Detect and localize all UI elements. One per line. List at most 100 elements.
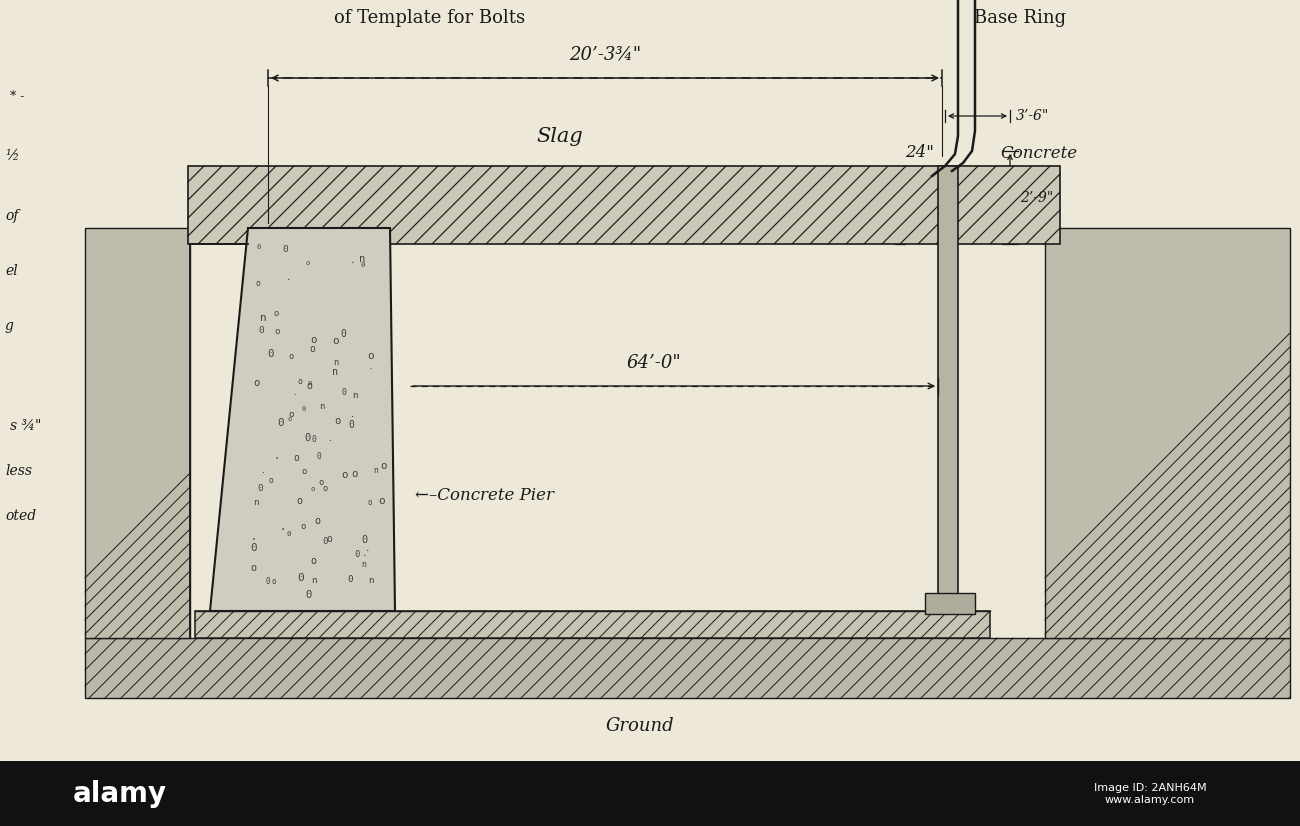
Text: 0: 0: [341, 329, 346, 339]
Text: 0: 0: [360, 262, 365, 268]
Text: 0: 0: [322, 537, 328, 546]
Text: n: n: [260, 313, 266, 323]
Text: n: n: [368, 576, 374, 585]
Bar: [188, 166, 1060, 244]
Text: of Template for Bolts: of Template for Bolts: [334, 9, 525, 27]
Text: 0: 0: [259, 326, 264, 335]
Text: o: o: [294, 453, 299, 463]
Text: o: o: [256, 278, 261, 287]
Text: o: o: [306, 381, 312, 391]
Text: el: el: [5, 264, 18, 278]
Text: .: .: [361, 549, 367, 558]
Text: * -: * -: [10, 89, 25, 102]
Text: o: o: [274, 327, 280, 336]
Text: n: n: [359, 254, 365, 264]
Text: o: o: [367, 351, 373, 361]
Text: 0: 0: [355, 550, 360, 559]
Text: o: o: [254, 378, 260, 388]
Text: o: o: [367, 498, 372, 506]
Text: n: n: [373, 467, 378, 476]
Text: o: o: [287, 415, 291, 422]
Text: o: o: [298, 377, 303, 386]
Text: .: .: [273, 451, 280, 462]
Text: o: o: [272, 577, 277, 586]
Polygon shape: [211, 228, 395, 611]
Text: o: o: [289, 411, 294, 419]
Text: o: o: [333, 336, 339, 346]
Text: o: o: [296, 496, 302, 506]
Text: 24": 24": [905, 144, 933, 161]
Text: 0: 0: [347, 575, 352, 584]
Text: o: o: [306, 260, 309, 266]
Text: .: .: [292, 390, 296, 396]
Text: .: .: [250, 532, 256, 542]
Text: n: n: [254, 498, 259, 507]
Text: oted: oted: [5, 509, 36, 523]
Bar: [0, 761, 1300, 826]
Text: o: o: [311, 487, 316, 492]
Text: n: n: [361, 560, 365, 569]
Text: 0: 0: [361, 535, 368, 545]
Bar: [195, 611, 991, 638]
Text: .: .: [260, 466, 265, 474]
Text: 0: 0: [277, 418, 283, 428]
Text: 0: 0: [306, 591, 312, 601]
Text: 0: 0: [266, 349, 273, 359]
Text: of: of: [5, 209, 18, 223]
Text: o: o: [322, 484, 328, 493]
Bar: [84, 228, 190, 638]
Text: less: less: [5, 464, 32, 478]
Text: 0: 0: [317, 453, 321, 462]
Text: 0: 0: [282, 245, 289, 254]
Text: 0: 0: [302, 406, 307, 412]
Text: o: o: [318, 477, 324, 487]
Text: Concrete: Concrete: [1000, 145, 1078, 163]
Text: o: o: [311, 335, 317, 345]
Text: o: o: [380, 461, 386, 471]
Text: n: n: [333, 368, 338, 377]
Text: o: o: [289, 353, 294, 362]
Text: o: o: [351, 468, 358, 479]
Text: n: n: [333, 358, 338, 367]
Text: Image ID: 2ANH64M
www.alamy.com: Image ID: 2ANH64M www.alamy.com: [1093, 783, 1206, 805]
Text: o: o: [326, 534, 332, 544]
Text: 0: 0: [286, 531, 291, 537]
Text: .: .: [365, 544, 370, 553]
Text: 0: 0: [257, 484, 263, 493]
Text: 0: 0: [348, 420, 354, 430]
Text: o: o: [302, 467, 307, 476]
Text: 0: 0: [251, 543, 257, 553]
Text: o: o: [378, 496, 385, 506]
Text: o: o: [311, 556, 317, 566]
Text: Base Ring: Base Ring: [974, 9, 1066, 27]
Text: o: o: [268, 477, 273, 485]
Text: s ¾": s ¾": [10, 419, 42, 433]
Text: ½: ½: [5, 149, 18, 163]
Text: .: .: [280, 523, 286, 533]
Text: 0: 0: [256, 244, 260, 249]
Text: .: .: [328, 434, 332, 444]
Text: n: n: [311, 577, 317, 586]
Text: o: o: [309, 344, 316, 354]
Text: g: g: [5, 319, 14, 333]
Text: 0: 0: [312, 435, 316, 444]
Text: 0: 0: [304, 434, 311, 444]
Text: o: o: [300, 521, 306, 530]
Text: 0: 0: [266, 577, 270, 586]
Text: Slag: Slag: [537, 126, 584, 145]
Text: .: .: [351, 411, 356, 419]
Text: o: o: [307, 380, 312, 387]
Text: .: .: [350, 256, 355, 265]
Text: .: .: [286, 273, 291, 282]
Bar: [926, 593, 975, 614]
Text: o: o: [315, 516, 321, 526]
Text: 0: 0: [342, 388, 347, 397]
Text: 64’-0": 64’-0": [627, 354, 681, 372]
Text: o: o: [334, 416, 341, 426]
Text: Ground: Ground: [606, 717, 675, 735]
Text: o: o: [273, 310, 278, 319]
Bar: [939, 166, 958, 611]
Text: alamy: alamy: [73, 780, 168, 808]
Text: 2’-9": 2’-9": [1020, 191, 1053, 205]
Text: o: o: [342, 471, 348, 481]
